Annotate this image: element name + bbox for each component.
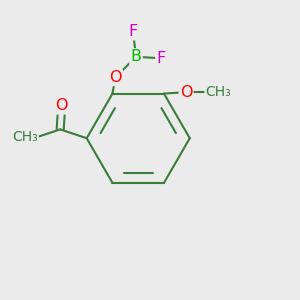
Text: F: F (128, 24, 138, 39)
Text: CH₃: CH₃ (205, 85, 231, 99)
Text: O: O (109, 70, 122, 85)
Text: O: O (56, 98, 68, 113)
Text: B: B (130, 49, 142, 64)
Text: F: F (156, 51, 166, 66)
Text: O: O (180, 85, 192, 100)
Text: CH₃: CH₃ (12, 130, 38, 144)
